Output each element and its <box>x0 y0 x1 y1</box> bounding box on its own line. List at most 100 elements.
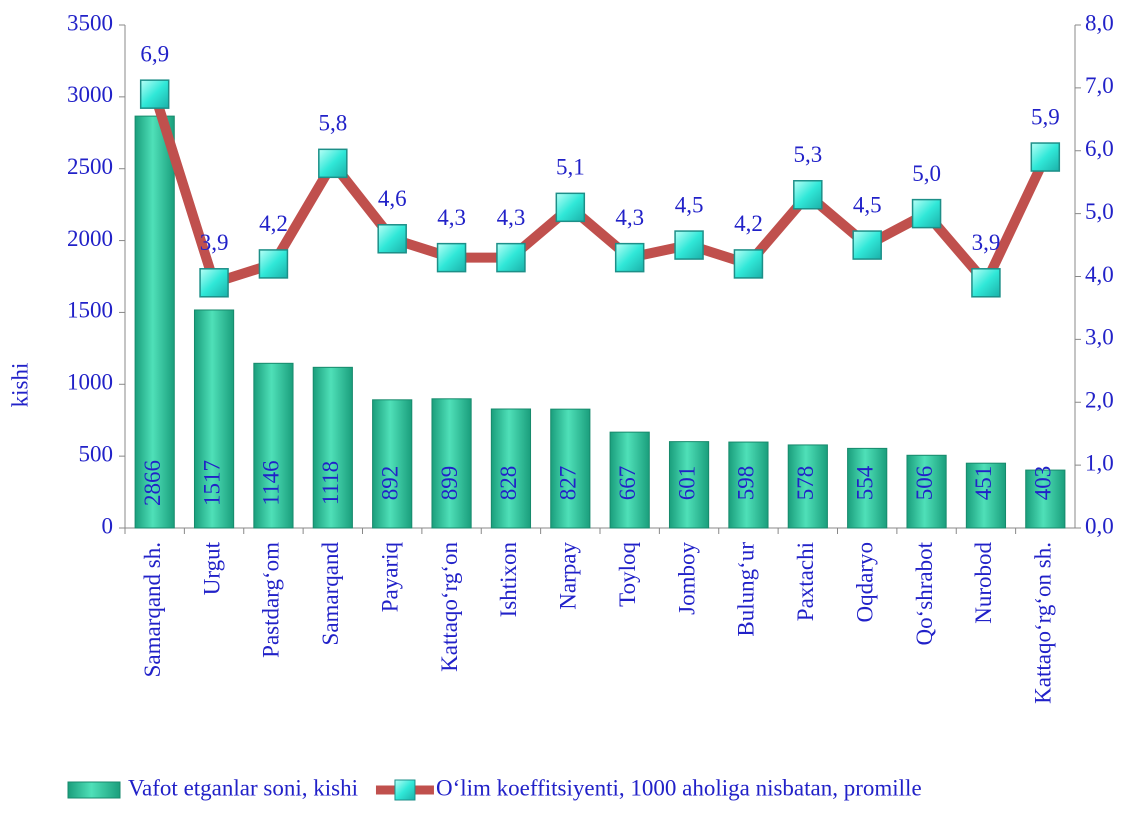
line-value-label: 4,3 <box>437 205 466 230</box>
x-tick-label: Samarqand sh. <box>140 542 165 677</box>
bar <box>906 454 947 529</box>
line-marker <box>377 224 407 254</box>
bar-value-label: 506 <box>912 466 937 501</box>
bar <box>253 362 294 529</box>
bar-value-label: 667 <box>615 466 640 501</box>
x-tick-label: Toyloq <box>615 542 640 607</box>
bar-value-label: 598 <box>734 466 759 501</box>
x-tick-label: Jomboy <box>674 542 699 615</box>
y2-tick-label: 2,0 <box>1085 388 1114 413</box>
bar-value-label: 828 <box>496 466 521 501</box>
bar-value-label: 899 <box>437 466 462 501</box>
line-marker <box>1030 142 1061 172</box>
line-value-label: 6,9 <box>140 41 169 66</box>
line-marker <box>139 79 170 109</box>
line-value-label: 4,6 <box>378 186 407 211</box>
line-marker <box>436 242 467 273</box>
line-value-label: 5,9 <box>1031 104 1060 129</box>
y2-tick-label: 7,0 <box>1085 73 1114 98</box>
x-tick-label: Narpay <box>556 542 581 610</box>
line-value-label: 5,3 <box>793 142 822 167</box>
line-value-label: 5,1 <box>556 155 585 180</box>
line-marker <box>199 268 229 298</box>
bar <box>847 447 888 529</box>
bar-value-label: 1146 <box>259 460 284 505</box>
bar-value-label: 2866 <box>140 460 165 506</box>
bar-value-label: 892 <box>377 466 402 501</box>
bar <box>965 462 1007 529</box>
y-tick-label: 2500 <box>67 154 113 179</box>
line-marker <box>971 268 1001 298</box>
line-value-label: 5,8 <box>318 111 347 136</box>
line-marker <box>614 242 645 273</box>
line-value-label: 4,3 <box>497 205 526 230</box>
legend-marker <box>394 779 416 801</box>
line-value-label: 4,2 <box>259 211 288 236</box>
y-tick-label: 500 <box>79 441 114 466</box>
x-tick-label: Paxtachi <box>793 542 818 621</box>
bar <box>1025 469 1066 529</box>
bar-value-label: 554 <box>852 465 877 500</box>
x-tick-label: Payariq <box>377 542 402 613</box>
y2-tick-label: 3,0 <box>1085 325 1114 350</box>
x-tick-label: Kattaqo‘rg‘on sh. <box>1031 542 1056 704</box>
line-marker <box>852 230 882 260</box>
line-marker <box>258 249 289 279</box>
bar <box>728 441 769 529</box>
bar <box>668 441 710 529</box>
bar <box>372 399 413 529</box>
x-tick-label: Qo‘shrabot <box>912 541 937 645</box>
y2-tick-label: 5,0 <box>1085 199 1114 224</box>
bar <box>193 309 235 529</box>
line-value-label: 3,9 <box>972 230 1001 255</box>
bar <box>609 431 650 529</box>
line-marker <box>674 230 704 260</box>
x-tick-label: Pastdarg‘om <box>259 542 284 658</box>
bar-value-label: 403 <box>1031 466 1056 501</box>
legend-label: O‘lim koeffitsiyenti, 1000 aholiga nisba… <box>436 775 922 800</box>
legend-swatch <box>67 781 121 799</box>
y2-tick-label: 6,0 <box>1085 136 1114 161</box>
line-value-label: 5,0 <box>912 161 941 186</box>
y-tick-label: 1000 <box>67 370 113 395</box>
legend-label: Vafot etganlar soni, kishi <box>128 775 358 800</box>
y-tick-label: 1500 <box>67 298 113 323</box>
bar <box>550 408 591 529</box>
x-tick-label: Nurobod <box>971 542 996 624</box>
line-marker <box>911 198 942 229</box>
bar <box>134 115 175 529</box>
bar-value-label: 1118 <box>318 461 343 505</box>
x-tick-label: Urgut <box>199 541 224 595</box>
bar <box>490 408 532 529</box>
y2-tick-label: 8,0 <box>1085 10 1114 35</box>
y-tick-label: 3000 <box>67 82 113 107</box>
bar <box>431 398 472 529</box>
line-value-label: 4,5 <box>675 192 704 217</box>
line-value-label: 4,3 <box>615 205 644 230</box>
line <box>149 92 1050 288</box>
line-marker <box>555 192 586 223</box>
bar-value-label: 1517 <box>199 460 224 506</box>
y2-tick-label: 0,0 <box>1085 513 1114 538</box>
bar <box>787 444 828 529</box>
y-tick-label: 2000 <box>67 226 113 251</box>
line-marker <box>318 148 348 179</box>
bar-value-label: 451 <box>971 466 996 501</box>
x-tick-label: Kattaqo‘rg‘on <box>437 542 462 672</box>
line-value-label: 4,5 <box>853 192 882 217</box>
y-tick-label: 3500 <box>67 10 113 35</box>
bar-value-label: 578 <box>793 466 818 501</box>
y2-tick-label: 4,0 <box>1085 262 1114 287</box>
line-value-label: 4,2 <box>734 211 763 236</box>
bar-value-label: 827 <box>556 466 581 501</box>
line-marker <box>496 242 526 273</box>
bar-value-label: 601 <box>674 466 699 501</box>
line-marker <box>733 249 764 279</box>
y-axis-label: kishi <box>7 363 32 408</box>
x-tick-label: Ishtixon <box>496 542 521 618</box>
bar <box>312 366 353 529</box>
y-tick-label: 0 <box>102 513 114 538</box>
x-tick-label: Oqdaryo <box>852 542 877 622</box>
line-value-label: 3,9 <box>200 230 229 255</box>
